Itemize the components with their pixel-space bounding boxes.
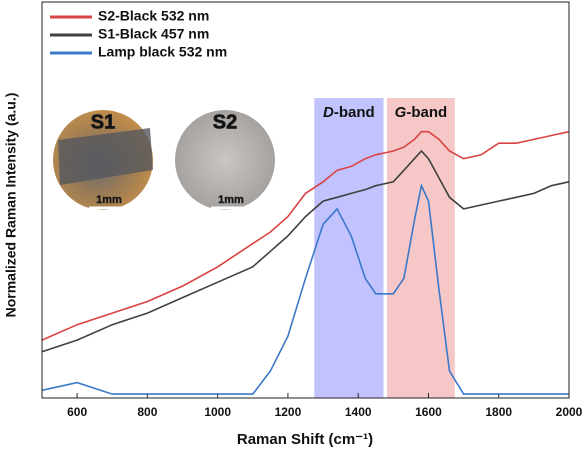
x-tick-label: 1400 bbox=[345, 405, 372, 419]
scale-label: 1mm bbox=[218, 194, 244, 206]
x-tick-label: 1000 bbox=[204, 405, 231, 419]
scale-label: 1mm bbox=[96, 194, 122, 206]
inset-label: S2 bbox=[213, 111, 237, 133]
legend-label: Lamp black 532 nm bbox=[98, 44, 227, 60]
inset-label: S1 bbox=[91, 111, 115, 133]
inset-stripe bbox=[58, 128, 153, 185]
series-line bbox=[41, 130, 570, 341]
series-line bbox=[41, 183, 569, 395]
band-label: D-band bbox=[323, 104, 375, 121]
plot-frame bbox=[41, 1, 570, 399]
legend-label: S1-Black 457 nm bbox=[98, 26, 209, 42]
series-line bbox=[41, 149, 570, 353]
band-label-rest: -band bbox=[334, 104, 375, 121]
x-tick-label: 1200 bbox=[275, 405, 302, 419]
band bbox=[387, 98, 455, 398]
legend-label: S2-Black 532 nm bbox=[98, 8, 209, 24]
band-label-rest: -band bbox=[406, 104, 447, 121]
x-tick-label: 2000 bbox=[556, 405, 583, 419]
band-label: G-band bbox=[395, 104, 448, 121]
x-tick-label: 1800 bbox=[485, 405, 512, 419]
x-tick-label: 1600 bbox=[415, 405, 442, 419]
band-label-italic: G bbox=[395, 104, 407, 121]
x-tick-label: 800 bbox=[137, 405, 157, 419]
x-axis-label: Raman Shift (cm⁻¹) bbox=[237, 431, 373, 448]
inset-photo bbox=[175, 110, 275, 210]
x-tick-label: 600 bbox=[67, 405, 87, 419]
band-label-italic: D bbox=[323, 104, 334, 121]
band bbox=[314, 98, 384, 398]
y-axis-label: Normalized Raman Intensity (a.u.) bbox=[3, 93, 19, 318]
